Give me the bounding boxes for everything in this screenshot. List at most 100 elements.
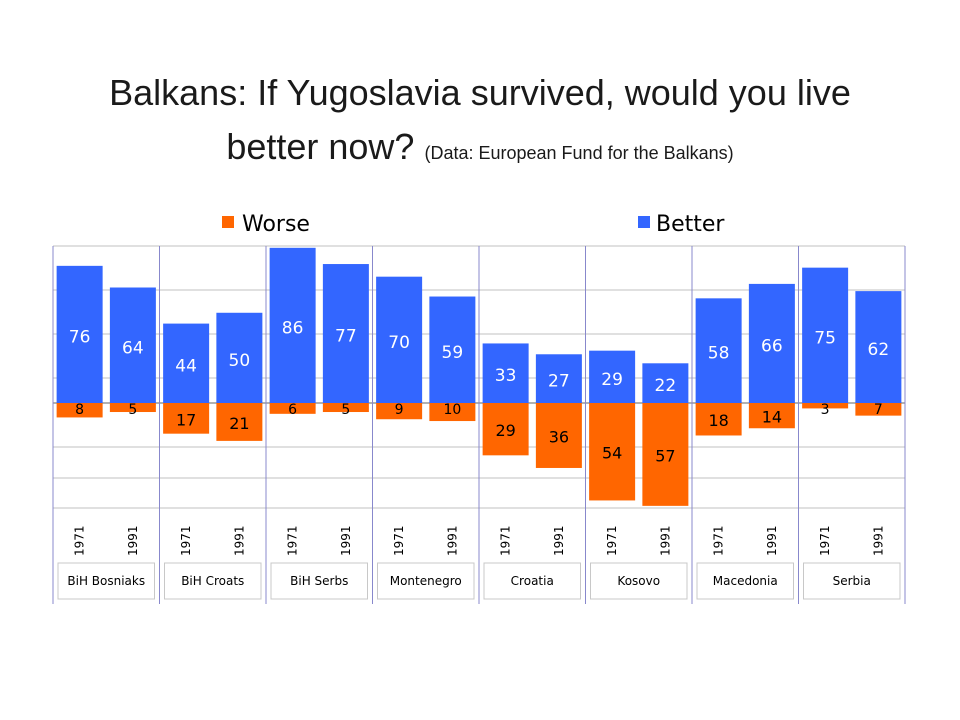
better-bar-8 — [482, 343, 529, 403]
group-box-5 — [590, 562, 688, 600]
better-bar-6 — [376, 276, 423, 403]
better-bar-12 — [695, 298, 742, 403]
worse-value-label-13: 14 — [762, 408, 782, 427]
legend-swatch-better — [638, 216, 650, 228]
better-bar-14 — [802, 267, 849, 403]
worse-value-label-11: 57 — [655, 446, 675, 465]
worse-value-label-9: 36 — [549, 427, 569, 446]
group-box-2 — [270, 562, 368, 600]
worse-value-label-14: 3 — [821, 402, 830, 418]
title-line-1: Balkans: If Yugoslavia survived, would y… — [109, 72, 851, 113]
worse-value-label-12: 18 — [708, 411, 728, 430]
better-value-label-0: 76 — [69, 327, 91, 347]
group-label-1: BiH Croats — [181, 574, 244, 588]
year-tick-label-11: 1991 — [658, 525, 672, 556]
year-tick-label-6: 1971 — [392, 525, 406, 556]
better-value-label-2: 44 — [175, 356, 197, 376]
better-value-label-15: 62 — [868, 340, 890, 360]
worse-value-label-4: 6 — [288, 402, 297, 418]
year-tick-label-9: 1991 — [552, 525, 566, 556]
better-value-label-12: 58 — [708, 344, 730, 364]
better-value-label-13: 66 — [761, 336, 783, 356]
year-tick-label-0: 1971 — [73, 525, 87, 556]
chart-title: Balkans: If Yugoslavia survived, would y… — [0, 66, 960, 180]
worse-bar-7 — [429, 403, 476, 422]
x-tick-labels: 1971 1991 1971 1991 1971 1991 1971 1991 1971 1991… — [73, 525, 886, 556]
title-line-2: better now? (Data: European Fund for the… — [0, 120, 960, 180]
year-tick-label-12: 1971 — [712, 525, 726, 556]
year-tick-label-4: 1971 — [286, 525, 300, 556]
year-tick-label-14: 1971 — [818, 525, 832, 556]
worse-bar-11 — [642, 403, 689, 506]
better-bar-5 — [322, 264, 369, 403]
better-bar-10 — [589, 350, 636, 403]
worse-bar-9 — [535, 403, 582, 468]
worse-value-label-5: 5 — [341, 402, 350, 418]
group-labels: BiH Bosniaks BiH Croats BiH Serbs Montenegr… — [57, 562, 901, 600]
group-box-1 — [164, 562, 262, 600]
group-label-6: Macedonia — [713, 574, 778, 588]
year-tick-label-13: 1991 — [765, 525, 779, 556]
worse-bar-12 — [695, 403, 742, 436]
worse-value-label-0: 8 — [75, 402, 84, 418]
better-bar-13 — [748, 283, 795, 403]
better-bar-2 — [163, 323, 210, 403]
group-label-0: BiH Bosniaks — [67, 574, 145, 588]
group-label-7: Serbia — [833, 574, 871, 588]
worse-bar-4 — [269, 403, 316, 414]
group-label-3: Montenegro — [390, 574, 462, 588]
bars — [56, 247, 902, 506]
group-box-4 — [483, 562, 581, 600]
worse-value-label-3: 21 — [229, 414, 249, 433]
worse-value-label-15: 7 — [874, 402, 883, 418]
better-value-label-5: 77 — [335, 327, 357, 347]
worse-value-label-10: 54 — [602, 444, 622, 463]
better-bar-9 — [535, 354, 582, 403]
better-value-label-3: 50 — [229, 351, 251, 371]
year-tick-label-7: 1991 — [445, 525, 459, 556]
year-tick-label-15: 1991 — [871, 525, 885, 556]
worse-value-label-2: 17 — [176, 410, 196, 429]
year-tick-label-3: 1991 — [232, 525, 246, 556]
worse-bar-3 — [216, 403, 263, 441]
group-label-2: BiH Serbs — [290, 574, 348, 588]
worse-bar-10 — [589, 403, 636, 501]
worse-value-label-8: 29 — [495, 421, 515, 440]
better-value-label-4: 86 — [282, 318, 304, 338]
worse-bar-8 — [482, 403, 529, 456]
data-source: (Data: European Fund for the Balkans) — [424, 143, 734, 163]
better-bar-4 — [269, 247, 316, 403]
worse-bar-15 — [855, 403, 902, 416]
worse-bar-13 — [748, 403, 795, 429]
group-box-0 — [57, 562, 155, 600]
better-value-label-8: 33 — [495, 366, 517, 386]
year-tick-label-2: 1971 — [179, 525, 193, 556]
group-label-5: Kosovo — [617, 574, 660, 588]
group-box-3 — [377, 562, 475, 600]
year-tick-label-8: 1971 — [499, 525, 513, 556]
worse-value-label-1: 5 — [128, 402, 137, 418]
worse-value-label-7: 10 — [443, 402, 461, 418]
year-tick-label-10: 1971 — [605, 525, 619, 556]
data-labels: 7686454417502186677570959103329273629542… — [69, 318, 889, 465]
worse-bar-14 — [802, 403, 849, 409]
legend-entry-worse: Worse — [242, 212, 310, 237]
better-value-label-1: 64 — [122, 338, 144, 358]
legend-swatch-worse — [222, 216, 234, 228]
group-box-6 — [696, 562, 794, 600]
year-tick-label-5: 1991 — [339, 525, 353, 556]
year-tick-label-1: 1991 — [126, 525, 140, 556]
better-bar-1 — [109, 287, 156, 403]
legend: Worse Better — [222, 212, 725, 237]
title-line-2-text: better now? — [226, 126, 415, 167]
worse-bar-0 — [56, 403, 103, 418]
group-box-7 — [803, 562, 901, 600]
worse-bar-6 — [376, 403, 423, 420]
better-bar-0 — [56, 265, 103, 403]
better-value-label-6: 70 — [388, 333, 410, 353]
legend-entry-better: Better — [656, 212, 725, 237]
worse-bar-5 — [322, 403, 369, 413]
better-value-label-11: 22 — [655, 376, 677, 396]
better-bar-3 — [216, 312, 263, 403]
